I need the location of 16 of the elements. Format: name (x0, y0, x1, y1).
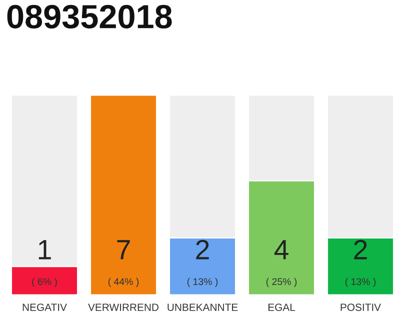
x-tick-label: UNBEKANNTE (168, 304, 238, 311)
annotation: ( 13% ) (345, 278, 376, 287)
data-label: 2 (196, 240, 209, 260)
x-tick-label: POSITIV (340, 304, 382, 311)
annotation: ( 6% ) (32, 278, 57, 287)
data-label: 2 (354, 240, 367, 260)
x-tick-label: VERWIRREND (88, 304, 158, 311)
annotation: ( 44% ) (108, 278, 139, 287)
annotation: ( 13% ) (187, 278, 218, 287)
data-label: 4 (274, 240, 288, 260)
x-tick-label: EGAL (268, 304, 296, 311)
chart-title: 089352018 (7, 4, 172, 29)
data-label: 1 (38, 240, 51, 260)
data-label: 7 (117, 240, 130, 260)
x-tick-label: NEGATIV (22, 304, 67, 311)
annotation: ( 25% ) (266, 278, 297, 287)
